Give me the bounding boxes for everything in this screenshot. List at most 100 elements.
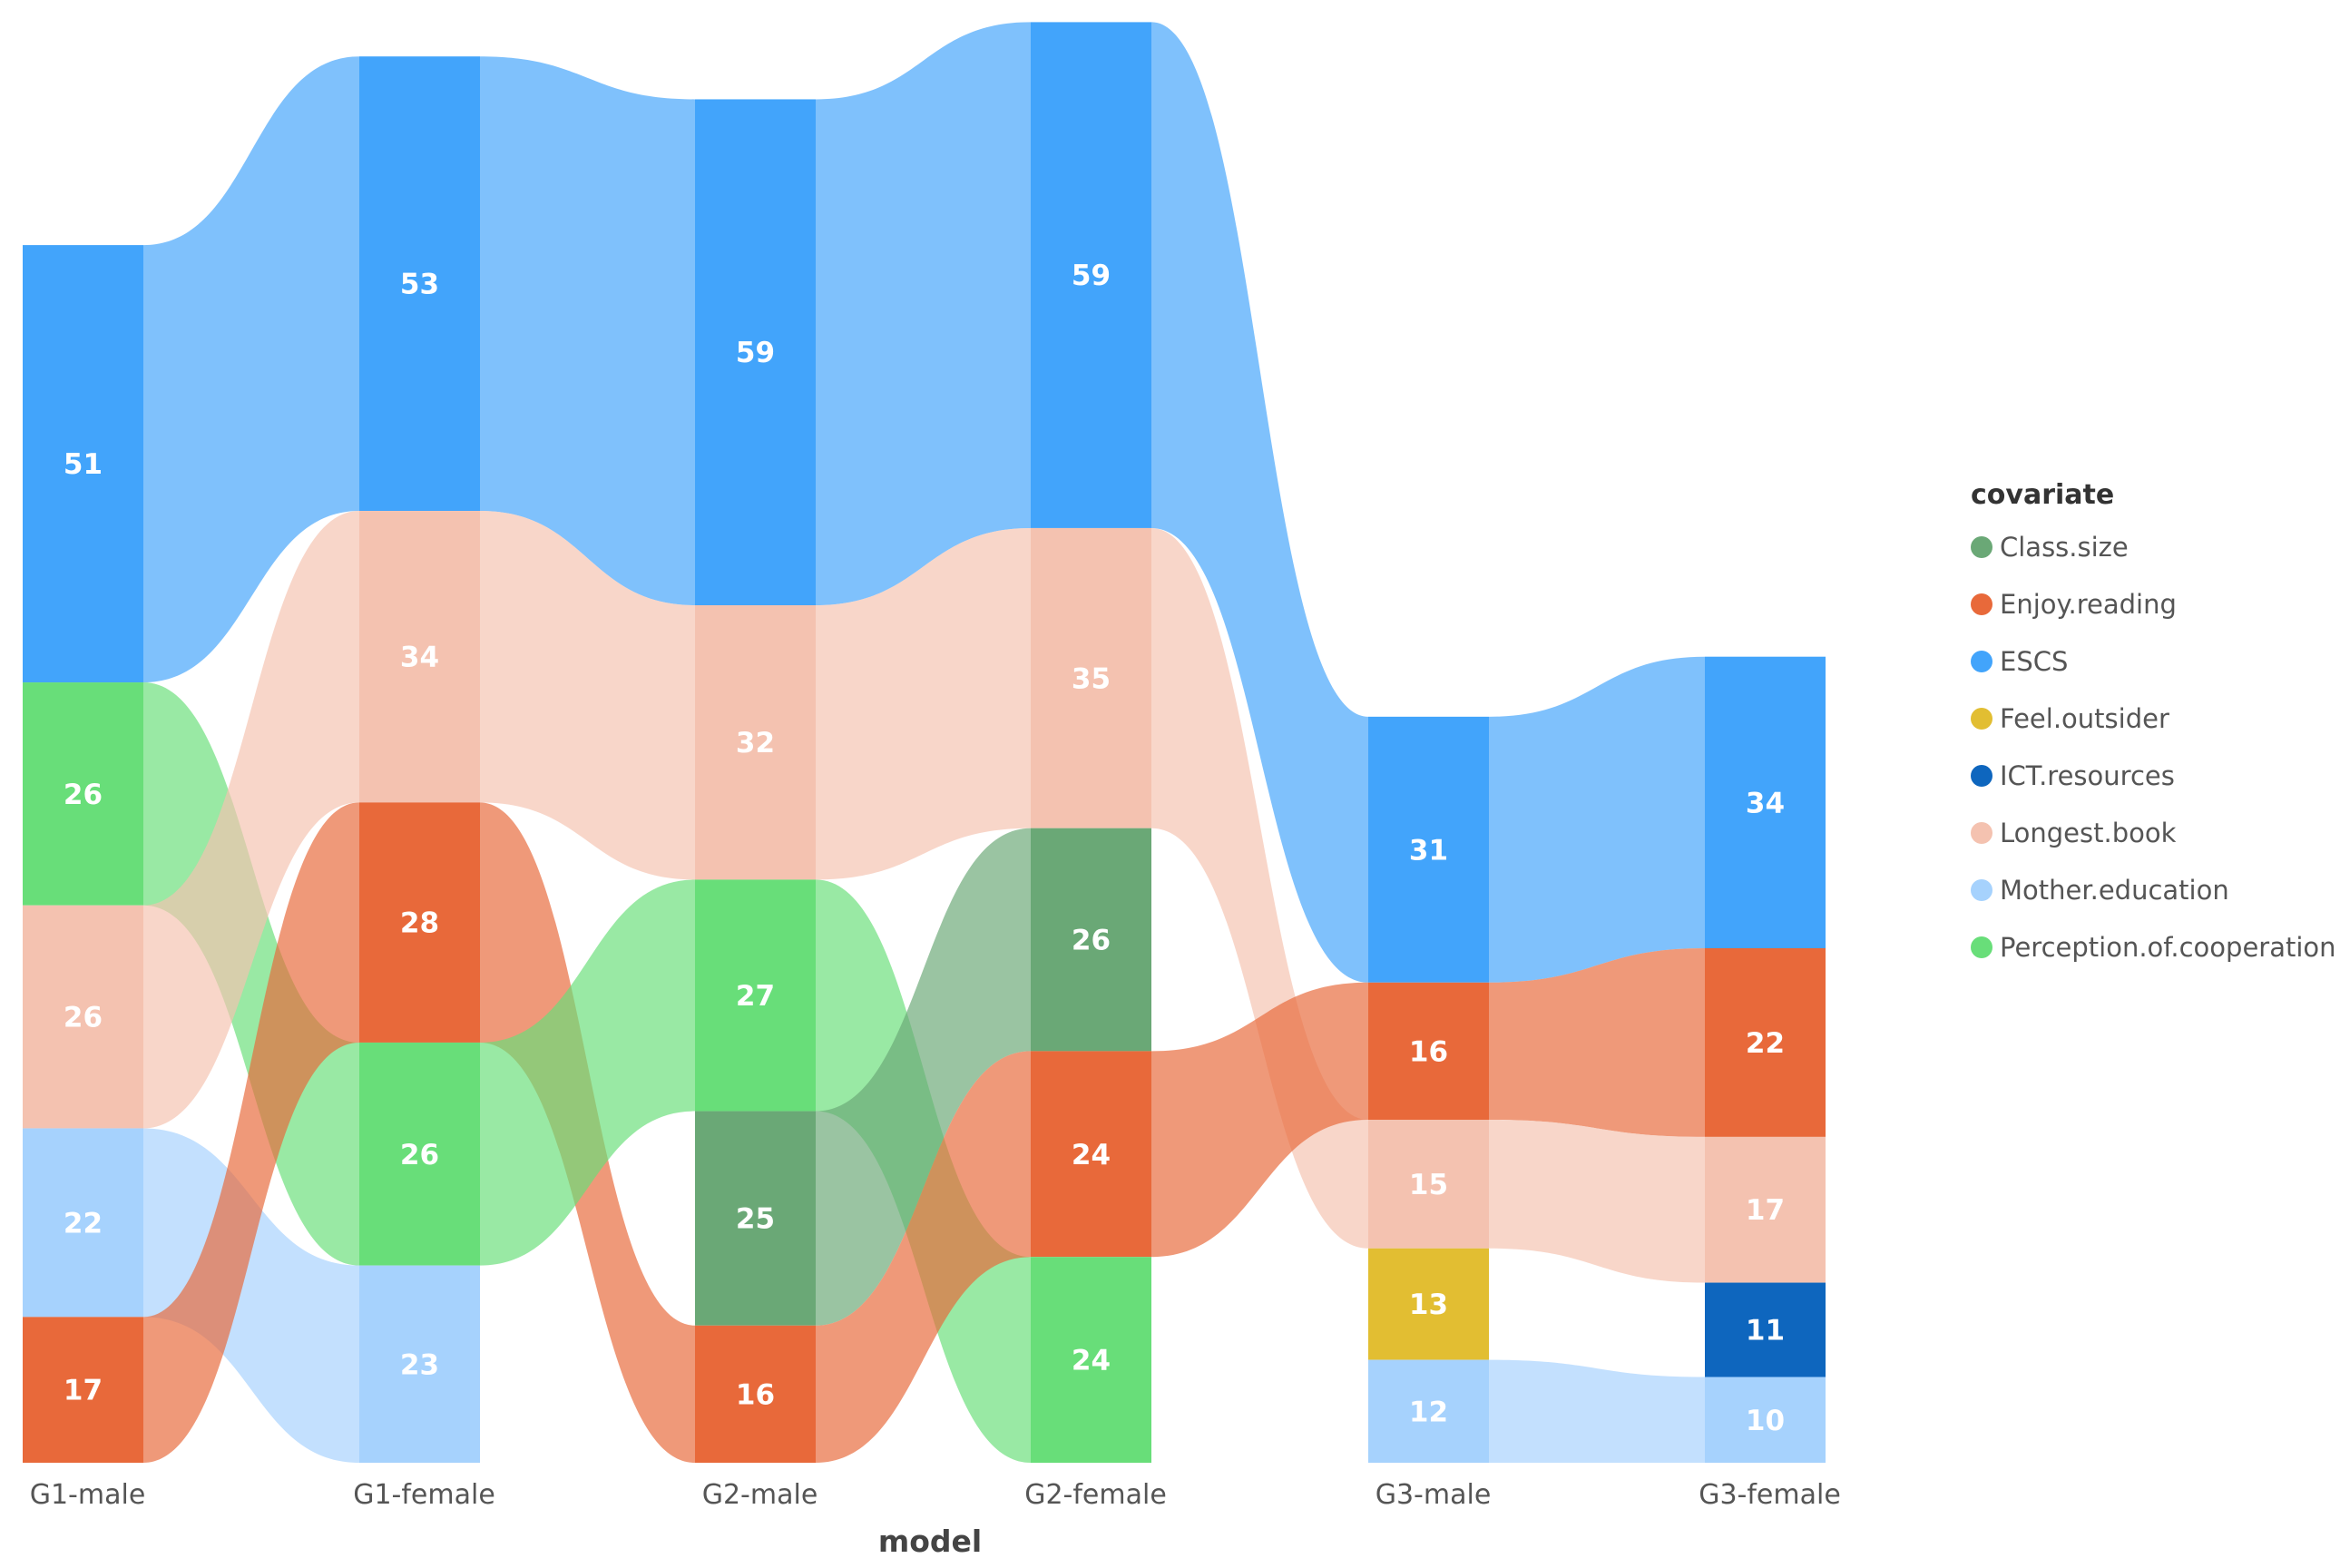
bar-g1-male-enjoy-reading xyxy=(23,1317,143,1463)
value-label-g1-male-escs: 51 xyxy=(64,448,103,481)
value-label-g1-male-enjoy-reading: 17 xyxy=(64,1375,103,1407)
legend-swatch-icon xyxy=(1971,707,1992,730)
legend-swatch-icon xyxy=(1971,593,1992,615)
bar-g3-female-mother-education xyxy=(1705,1377,1826,1463)
x-tick-g1-female: G1-female xyxy=(353,1479,495,1511)
value-label-g2-male-escs: 59 xyxy=(736,337,775,369)
legend-label: Class.size xyxy=(2000,531,2129,563)
legend-swatch-icon xyxy=(1971,764,1992,787)
bar-g3-female-escs xyxy=(1705,656,1826,948)
flow-ribbons xyxy=(143,22,1705,1463)
value-label-g3-male-longest-book: 15 xyxy=(1409,1169,1448,1201)
bar-g1-female-perception-of-cooperation xyxy=(359,1042,480,1266)
value-label-g3-male-mother-education: 12 xyxy=(1409,1396,1448,1428)
legend-item-mother-education[interactable]: Mother.education xyxy=(1971,861,2336,918)
legend-swatch-icon xyxy=(1971,650,1992,672)
bar-g1-male-longest-book xyxy=(23,905,143,1129)
bar-g2-female-perception-of-cooperation xyxy=(1031,1257,1151,1463)
flow-enjoy-reading-g2-female-to-g3-male xyxy=(1151,982,1368,1258)
value-label-g2-female-longest-book: 35 xyxy=(1072,662,1111,695)
flow-escs-g1-male-to-g1-female xyxy=(143,56,359,683)
legend-label: ICT.resources xyxy=(2000,760,2175,791)
x-axis-labels: G1-male G1-female G2-male G2-female G3-male G… xyxy=(30,1479,1841,1511)
flow-escs-g3-male-to-g3-female xyxy=(1489,656,1705,983)
bar-g3-male-escs xyxy=(1368,716,1489,983)
flow-perception-of-cooperation-g1-female-to-g2-male xyxy=(480,879,695,1266)
bar-g3-male-longest-book xyxy=(1368,1120,1489,1249)
flow-mother-education-g1-male-to-g1-female xyxy=(143,1128,359,1463)
bar-g2-male-class-size xyxy=(695,1111,816,1326)
x-tick-g3-female: G3-female xyxy=(1699,1479,1841,1511)
value-label-g3-female-enjoy-reading: 22 xyxy=(1746,1027,1785,1060)
value-label-g2-female-class-size: 26 xyxy=(1072,925,1111,957)
legend-label: Perception.of.cooperation xyxy=(2000,931,2336,963)
x-tick-g2-male: G2-male xyxy=(702,1479,818,1511)
legend-swatch-icon xyxy=(1971,535,1992,558)
value-label-g1-male-longest-book: 26 xyxy=(64,1002,103,1034)
bar-g1-male-perception-of-cooperation xyxy=(23,682,143,906)
flow-enjoy-reading-g2-male-to-g2-female xyxy=(816,1051,1031,1463)
value-label-g3-female-mother-education: 10 xyxy=(1746,1405,1785,1437)
legend-item-escs[interactable]: ESCS xyxy=(1971,632,2336,690)
value-label-g3-male-escs: 31 xyxy=(1409,834,1448,867)
value-label-g1-female-perception-of-cooperation: 26 xyxy=(400,1139,439,1171)
legend-label: Longest.book xyxy=(2000,817,2177,848)
legend-item-ict-resources[interactable]: ICT.resources xyxy=(1971,747,2336,804)
legend-label: ESCS xyxy=(2000,645,2069,677)
value-label-g1-female-longest-book: 34 xyxy=(400,642,439,674)
bar-g2-female-enjoy-reading xyxy=(1031,1051,1151,1258)
bar-g1-female-escs xyxy=(359,56,480,512)
bar-g1-male-escs xyxy=(23,245,143,683)
value-label-g3-male-feel-outsider: 13 xyxy=(1409,1289,1448,1321)
flow-enjoy-reading-g3-male-to-g3-female xyxy=(1489,948,1705,1137)
value-label-g2-male-enjoy-reading: 16 xyxy=(736,1378,775,1411)
x-tick-g3-male: G3-male xyxy=(1376,1479,1492,1511)
value-label-g3-female-escs: 34 xyxy=(1746,787,1785,819)
bar-g3-female-enjoy-reading xyxy=(1705,948,1826,1137)
legend-swatch-icon xyxy=(1971,878,1992,901)
x-axis-title: model xyxy=(878,1524,982,1559)
value-label-g1-male-perception-of-cooperation: 26 xyxy=(64,779,103,811)
bar-g1-male-mother-education xyxy=(23,1128,143,1318)
value-label-g2-male-class-size: 25 xyxy=(736,1203,775,1236)
value-label-g1-female-mother-education: 23 xyxy=(400,1348,439,1381)
value-label-g1-female-enjoy-reading: 28 xyxy=(400,907,439,940)
bar-g2-female-longest-book xyxy=(1031,527,1151,828)
flow-escs-g2-male-to-g2-female xyxy=(816,22,1031,606)
legend-label: Enjoy.reading xyxy=(2000,588,2177,620)
bar-g2-female-escs xyxy=(1031,22,1151,528)
bar-g2-female-class-size xyxy=(1031,828,1151,1052)
x-tick-g2-female: G2-female xyxy=(1024,1479,1167,1511)
bar-g2-male-perception-of-cooperation xyxy=(695,879,816,1112)
legend-item-feel-outsider[interactable]: Feel.outsider xyxy=(1971,690,2336,747)
flow-escs-g1-female-to-g2-male xyxy=(480,56,695,605)
bar-g2-male-longest-book xyxy=(695,605,816,880)
bar-g2-male-escs xyxy=(695,99,816,605)
value-label-g3-female-longest-book: 17 xyxy=(1746,1194,1785,1227)
legend-item-perception-of-cooperation[interactable]: Perception.of.cooperation xyxy=(1971,918,2336,975)
flow-perception-of-cooperation-g1-male-to-g1-female xyxy=(143,682,359,1266)
value-label-g2-female-enjoy-reading: 24 xyxy=(1072,1139,1111,1171)
bar-g3-female-longest-book xyxy=(1705,1136,1826,1283)
legend-swatch-icon xyxy=(1971,821,1992,844)
value-label-g2-male-perception-of-cooperation: 27 xyxy=(736,980,775,1013)
legend-item-enjoy-reading[interactable]: Enjoy.reading xyxy=(1971,575,2336,632)
flow-longest-book-g1-female-to-g2-male xyxy=(480,511,695,880)
legend-swatch-icon xyxy=(1971,936,1992,958)
flow-mother-education-g3-male-to-g3-female xyxy=(1489,1359,1705,1463)
bar-g2-male-enjoy-reading xyxy=(695,1325,816,1463)
bar-g1-female-mother-education xyxy=(359,1265,480,1463)
flow-longest-book-g3-male-to-g3-female xyxy=(1489,1120,1705,1283)
legend-item-class-size[interactable]: Class.size xyxy=(1971,518,2336,575)
flow-longest-book-g2-male-to-g2-female xyxy=(816,527,1031,880)
legend-label: Mother.education xyxy=(2000,874,2229,906)
value-label-g1-female-escs: 53 xyxy=(400,269,439,301)
value-label-g3-female-ict-resources: 11 xyxy=(1746,1315,1785,1348)
bar-g3-female-ict-resources xyxy=(1705,1282,1826,1377)
bar-g3-male-enjoy-reading xyxy=(1368,982,1489,1120)
value-label-g2-male-longest-book: 32 xyxy=(736,727,775,760)
legend-item-longest-book[interactable]: Longest.book xyxy=(1971,804,2336,861)
bar-g1-female-longest-book xyxy=(359,511,480,803)
x-tick-g1-male: G1-male xyxy=(30,1479,146,1511)
